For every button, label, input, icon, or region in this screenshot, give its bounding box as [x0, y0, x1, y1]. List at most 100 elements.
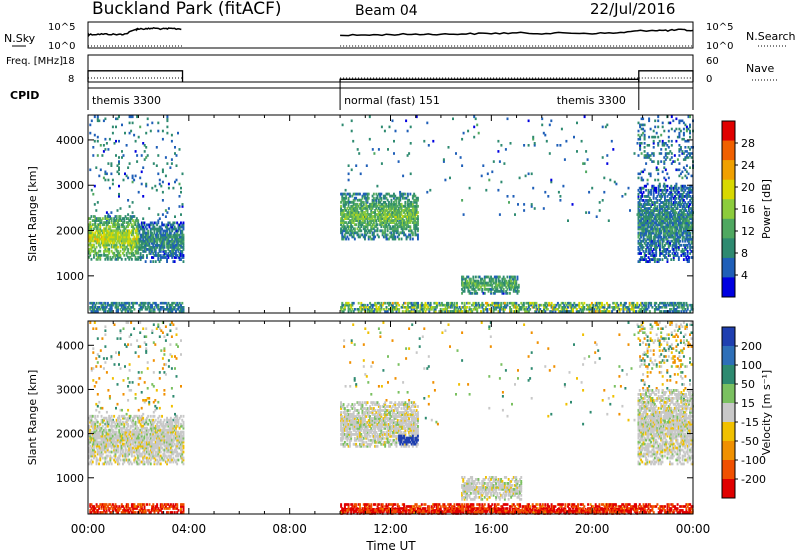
power-near-range-cell [122, 303, 124, 307]
power-near-range-cell [480, 310, 482, 313]
power-near-range-cell [511, 303, 514, 307]
power-echo-cell [93, 215, 95, 218]
power-echo-cell [127, 255, 129, 259]
power-echo-cell [401, 219, 404, 222]
power-near-range-cell [660, 301, 663, 305]
power-echo-cell [113, 235, 116, 239]
power-scatter-cell [601, 199, 604, 202]
power-echo-cell [662, 248, 665, 251]
power-echo-cell [473, 281, 476, 285]
power-near-range-cell [689, 310, 692, 313]
power-echo-cell [642, 219, 645, 223]
power-echo-cell [146, 237, 148, 241]
power-near-range-cell [664, 310, 666, 313]
power-scatter-cell [685, 150, 688, 153]
power-echo-cell [647, 223, 650, 227]
power-echo-cell [648, 250, 651, 253]
power-echo-cell [640, 221, 642, 225]
power-echo-cell [485, 275, 487, 279]
power-echo-cell [662, 205, 665, 208]
power-echo-cell [366, 192, 369, 196]
power-echo-cell [139, 243, 142, 247]
power-echo-cell [142, 237, 145, 241]
power-echo-cell [404, 192, 407, 196]
power-scatter-cell [452, 117, 454, 121]
power-echo-cell [391, 213, 394, 216]
power-scatter-cell [663, 176, 666, 180]
power-scatter-cell [140, 182, 143, 186]
power-scatter-cell [676, 135, 679, 139]
power-echo-cell [372, 231, 375, 235]
power-near-range-cell [433, 306, 436, 309]
power-echo-cell [351, 225, 354, 229]
power-echo-cell [670, 205, 673, 208]
power-near-range-cell [650, 301, 653, 305]
power-echo-cell [345, 237, 347, 241]
power-echo-cell [369, 223, 371, 227]
power-near-range-cell [91, 301, 94, 305]
power-near-range-cell [627, 310, 630, 313]
power-echo-cell [659, 195, 661, 198]
power-echo-cell [127, 229, 129, 233]
power-echo-cell [680, 188, 683, 192]
power-echo-cell [480, 285, 482, 289]
power-echo-cell [688, 233, 690, 237]
power-near-range-cell [367, 310, 370, 313]
power-echo-cell [515, 281, 518, 285]
power-echo-cell [366, 217, 369, 220]
power-near-range-cell [680, 310, 683, 313]
power-echo-cell [661, 258, 664, 261]
power-scatter-cell [645, 207, 648, 210]
power-echo-cell [386, 215, 389, 218]
power-echo-cell [398, 237, 400, 241]
power-echo-cell [142, 227, 145, 231]
power-echo-cell [361, 194, 364, 198]
power-echo-cell [377, 211, 380, 214]
power-echo-cell [657, 231, 660, 235]
power-near-range-cell [509, 310, 511, 313]
power-scatter-cell [642, 127, 645, 131]
power-echo-cell [348, 207, 351, 210]
power-echo-cell [507, 285, 510, 289]
power-echo-cell [140, 225, 143, 229]
power-echo-cell [659, 209, 661, 212]
power-echo-cell [666, 195, 669, 198]
power-echo-cell [393, 231, 395, 235]
power-echo-cell [182, 241, 185, 245]
power-echo-cell [476, 281, 479, 285]
power-near-range-cell [453, 306, 456, 309]
power-near-range-cell [169, 303, 172, 307]
power-near-range-cell [682, 306, 685, 309]
power-near-range-cell [159, 306, 162, 309]
power-echo-cell [409, 225, 412, 229]
power-echo-cell [660, 229, 663, 233]
power-scatter-cell [533, 142, 536, 145]
power-near-range-cell [642, 303, 645, 307]
power-near-range-cell [98, 306, 101, 309]
power-near-range-cell [152, 310, 155, 313]
power-echo-cell [645, 199, 647, 202]
power-near-range-cell [647, 301, 650, 305]
power-echo-cell [175, 245, 177, 249]
power-near-range-cell [617, 306, 620, 309]
power-near-range-cell [340, 306, 343, 309]
power-echo-cell [355, 219, 358, 222]
power-echo-cell [405, 196, 408, 200]
power-echo-cell [180, 245, 182, 249]
power-echo-cell [662, 184, 665, 188]
power-echo-cell [507, 283, 510, 287]
power-scatter-cell [654, 125, 657, 129]
power-near-range-cell [371, 308, 374, 311]
power-echo-cell [650, 239, 652, 243]
power-echo-cell [135, 237, 138, 241]
power-near-range-cell [685, 301, 688, 305]
power-echo-cell [104, 247, 107, 251]
power-echo-cell [638, 241, 641, 245]
power-echo-cell [642, 229, 645, 233]
power-echo-cell [648, 219, 651, 223]
power-scatter-cell [654, 215, 657, 218]
power-near-range-cell [162, 301, 165, 305]
power-echo-cell [396, 219, 399, 222]
power-scatter-cell [640, 123, 643, 127]
